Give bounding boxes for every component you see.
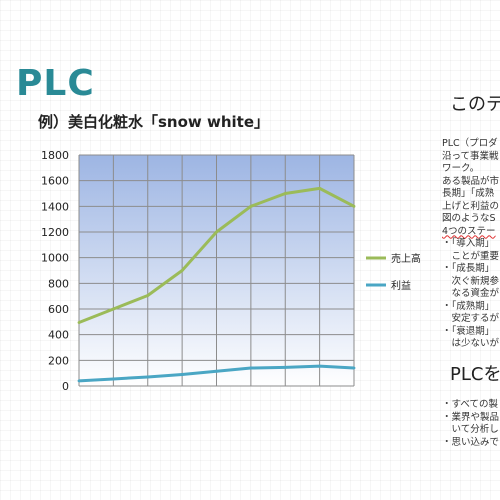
panel-body-2-line: ・すべての製 [442,399,498,410]
panel-body-line: 安定するが [442,313,500,324]
panel-body-line: PLC（プロダ [442,138,498,149]
data-point [249,204,253,208]
y-tick-label: 0 [62,380,69,390]
panel-body-line: ・「成熟期」 [442,300,495,312]
panel-heading-2: PLCを使 [450,364,500,385]
panel-body-line: ・「導入期」 [442,238,495,249]
data-point [180,269,184,272]
panel-body-line: 次ぐ新規参 [442,275,500,287]
y-tick-label: 1200 [41,226,69,239]
panel-body-line: 上げと利益の [442,200,500,212]
y-tick-label: 800 [48,277,69,290]
y-tick-label: 1800 [41,149,69,162]
panel-body-line: 図のようなS [442,213,496,224]
panel-body-line: ワーク。 [442,163,480,174]
data-point [215,369,218,373]
data-point [249,366,253,370]
data-point [352,366,356,370]
panel-body-line: なる資金が [442,288,500,299]
data-point [111,377,115,381]
legend-label: 利益 [391,279,411,292]
y-tick-label: 1400 [41,200,69,213]
y-tick-label: 600 [48,303,69,316]
legend-label: 売上高 [391,252,420,265]
y-tick-label: 200 [48,354,69,367]
data-point [111,307,115,311]
panel-body-line: ある製品が市 [442,175,500,187]
data-point [283,365,287,369]
data-point [215,230,218,234]
panel-body-line: ことが重要 [442,250,500,262]
panel-body-2-line: ・思い込みで [442,436,500,448]
panel-body-2-line: いて分析し [442,424,499,435]
data-point [283,192,287,195]
slide-title: PLC [16,63,95,104]
data-point [77,321,81,324]
panel-body-line: ・「成長期」 [442,263,495,274]
data-point [318,186,322,190]
panel-body-line: 沿って事業戦 [442,150,499,162]
data-point [77,379,81,383]
panel-body-line: は少ないが [442,338,500,349]
y-tick-label: 1000 [41,252,69,265]
right-text-panel: このテ PLC（プロダ 沿って事業戦 ワーク。 ある製品が市 長期」「成熟 上げと利益の図… [420,92,500,492]
panel-body-line: 長期」「成熟 [442,188,495,199]
data-point [180,373,184,376]
y-tick-label: 400 [48,329,69,342]
data-point [352,204,356,208]
line-chart: 0200400600800100012001400160018002005200… [41,149,420,390]
panel-body-line: 4つのステー [442,225,496,237]
panel-body: PLC（プロダ 沿って事業戦 ワーク。 ある製品が市 長期」「成熟 上げと利益の 図のような… [442,138,500,351]
data-point [146,375,150,379]
panel-body-line: ・「衰退期」 [442,325,495,337]
y-tick-label: 1600 [41,175,69,188]
panel-body-2-line: ・業界や製品 [442,411,500,423]
panel-heading: このテ [450,94,500,115]
data-point [318,364,322,368]
data-point [146,294,150,297]
panel-body-2: ・すべての製 ・業界や製品 いて分析し ・思い込みで [442,399,500,449]
chart-title: 例）美白化粧水「snow white」 [38,113,270,131]
